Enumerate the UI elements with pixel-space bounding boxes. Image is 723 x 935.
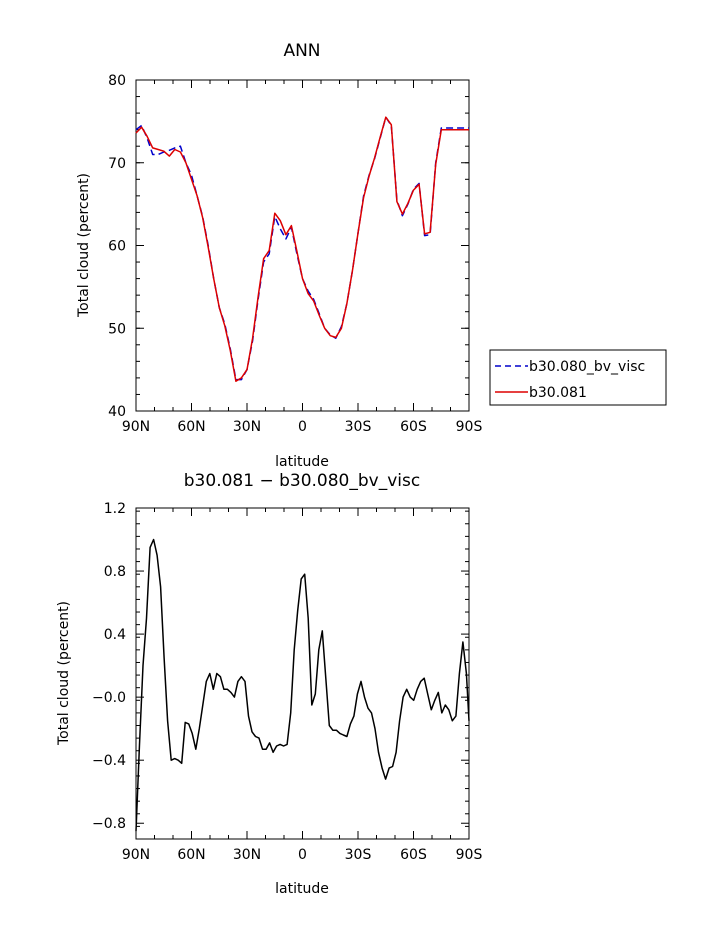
bottom-x-tick-label: 30S: [345, 847, 372, 863]
top-y-tick-label: 50: [108, 321, 126, 337]
bottom-x-tick-label: 60N: [177, 847, 205, 863]
bottom-y-tick-label: −0.4: [92, 753, 126, 769]
bottom-y-tick-label: 0.4: [104, 627, 126, 643]
top-axis-ticks: 90N 60N 30N 0 30S 60S 90S 40 50 60 70 80: [108, 73, 482, 435]
top-x-tick-label: 60S: [400, 419, 427, 435]
bottom-series-lines: [135, 538, 470, 832]
top-y-tick-label: 70: [108, 156, 126, 172]
bottom-x-tick-label: 90N: [122, 847, 150, 863]
top-x-axis-label: latitude: [275, 454, 329, 470]
top-y-tick-label: 80: [108, 73, 126, 89]
top-x-tick-label: 90S: [456, 419, 483, 435]
top-y-axis-label: Total cloud (percent): [76, 173, 92, 318]
bottom-axis-ticks: 90N 60N 30N 0 30S 60S 90S −0.8 −0.4 −0.0 0.4 0.8 1.2: [92, 501, 482, 863]
top-x-tick-label: 0: [298, 419, 307, 435]
top-chart-title: ANN: [283, 41, 320, 61]
bottom-y-tick-label: 1.2: [104, 501, 126, 517]
top-plot-frame: [135, 79, 470, 412]
bottom-plot-frame: [135, 507, 470, 840]
top-panel: ANN 90N 60N 30N 0 30S 60S 90S 40 50 60 70 80 latitu…: [76, 41, 482, 470]
bottom-series-line-difference: [135, 538, 470, 832]
top-x-tick-label: 90N: [122, 419, 150, 435]
bottom-x-tick-label: 0: [298, 847, 307, 863]
bottom-chart-title: b30.081 − b30.080_bv_visc: [184, 471, 420, 491]
top-y-tick-label: 60: [108, 239, 126, 255]
legend-box: [489, 349, 667, 406]
bottom-x-tick-label: 90S: [456, 847, 483, 863]
top-series-line-b30-081: [135, 116, 469, 382]
bottom-y-tick-label: −0.0: [92, 690, 126, 706]
legend-label-b30-081: b30.081: [529, 385, 587, 401]
legend: b30.080_bv_visc b30.081: [489, 349, 667, 406]
top-x-tick-label: 30N: [233, 419, 261, 435]
bottom-y-axis-label: Total cloud (percent): [56, 601, 72, 746]
top-series-lines: [135, 116, 469, 382]
bottom-x-tick-label: 30N: [233, 847, 261, 863]
bottom-x-axis-label: latitude: [275, 881, 329, 897]
top-x-tick-label: 60N: [177, 419, 205, 435]
top-x-tick-label: 30S: [345, 419, 372, 435]
top-y-tick-label: 40: [108, 404, 126, 420]
legend-label-b30-080: b30.080_bv_visc: [529, 359, 645, 375]
top-series-line-b30-080-bv-visc: [135, 116, 469, 381]
bottom-panel: b30.081 − b30.080_bv_visc 90N 60N 30N 0 30S 6…: [56, 471, 482, 897]
bottom-y-tick-label: 0.8: [104, 564, 126, 580]
bottom-y-tick-label: −0.8: [92, 816, 126, 832]
bottom-x-tick-label: 60S: [400, 847, 427, 863]
